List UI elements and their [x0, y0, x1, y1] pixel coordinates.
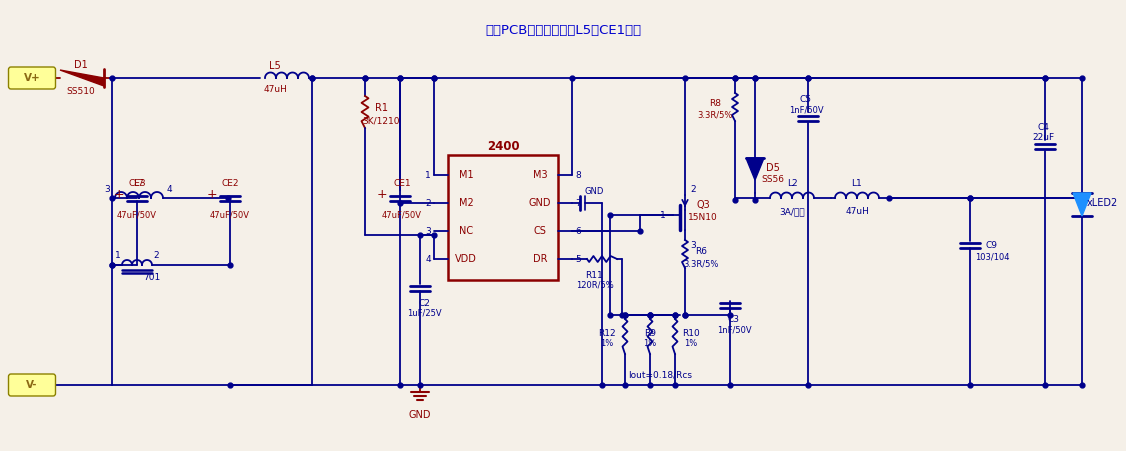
Text: L5: L5 [269, 61, 280, 71]
Text: 47uF/50V: 47uF/50V [382, 211, 422, 220]
Polygon shape [60, 70, 104, 86]
Text: Q3: Q3 [696, 200, 709, 210]
Text: SS510: SS510 [66, 87, 96, 96]
Text: 120R/5%: 120R/5% [575, 281, 614, 290]
Polygon shape [747, 158, 765, 180]
Text: CE2: CE2 [221, 179, 239, 189]
Text: R10: R10 [682, 328, 700, 337]
Text: 2: 2 [690, 184, 696, 193]
Text: 4: 4 [426, 254, 431, 263]
Text: CE1: CE1 [393, 179, 411, 189]
Text: 1nF/50V: 1nF/50V [788, 106, 823, 115]
Text: 3A/磁珠: 3A/磁珠 [779, 207, 805, 216]
Text: 1: 1 [115, 252, 120, 261]
Text: D5: D5 [766, 163, 780, 173]
Text: M3: M3 [533, 170, 547, 180]
Text: 1%: 1% [643, 339, 656, 348]
Text: 1uF/25V: 1uF/25V [406, 308, 441, 318]
Text: M2: M2 [458, 198, 473, 208]
Text: 2400: 2400 [486, 139, 519, 152]
Text: GND: GND [529, 198, 552, 208]
Text: 如果PCB走线布局好，L5和CE1可省: 如果PCB走线布局好，L5和CE1可省 [485, 23, 641, 37]
Text: 4: 4 [167, 184, 172, 193]
Text: 22uF: 22uF [1031, 133, 1054, 143]
Text: R6: R6 [695, 248, 707, 257]
Text: 8: 8 [575, 170, 581, 179]
Text: CS: CS [534, 226, 546, 236]
Text: L7: L7 [134, 179, 144, 189]
Text: 1: 1 [660, 211, 665, 220]
FancyBboxPatch shape [9, 67, 55, 89]
Text: 3: 3 [690, 241, 696, 250]
Text: V-: V- [26, 380, 38, 390]
Text: 2: 2 [426, 198, 431, 207]
Text: +: + [377, 189, 387, 202]
Text: SS56: SS56 [761, 175, 785, 184]
Text: V+: V+ [24, 73, 41, 83]
Text: xLED2: xLED2 [1087, 198, 1118, 208]
Text: 47uH: 47uH [263, 86, 287, 95]
Text: 47uF/50V: 47uF/50V [117, 211, 157, 220]
Text: 3.3R/5%: 3.3R/5% [683, 259, 718, 268]
Text: 6: 6 [575, 226, 581, 235]
Text: M1: M1 [458, 170, 473, 180]
Text: 3: 3 [104, 184, 110, 193]
Text: R12: R12 [598, 328, 616, 337]
Text: 1%: 1% [685, 339, 698, 348]
Text: 3: 3 [426, 226, 431, 235]
Text: 47uH: 47uH [844, 207, 869, 216]
Text: 1%: 1% [600, 339, 614, 348]
Text: C3: C3 [729, 316, 740, 325]
Text: C4: C4 [1037, 124, 1049, 133]
Text: 5: 5 [575, 254, 581, 263]
FancyBboxPatch shape [448, 155, 558, 280]
Text: 3.3R/5%: 3.3R/5% [697, 110, 733, 120]
Text: +: + [114, 189, 124, 202]
Text: 7: 7 [575, 198, 581, 207]
Text: D1: D1 [74, 60, 88, 70]
Text: GND: GND [409, 410, 431, 420]
Text: 1: 1 [426, 170, 431, 179]
Text: 701: 701 [143, 272, 161, 281]
Text: 2: 2 [153, 252, 159, 261]
Text: 15N10: 15N10 [688, 212, 718, 221]
Text: NC: NC [459, 226, 473, 236]
Text: Iout=0.18/Rcs: Iout=0.18/Rcs [628, 371, 692, 379]
Text: C9: C9 [986, 240, 998, 249]
Text: VDD: VDD [455, 254, 477, 264]
Text: 47uF/50V: 47uF/50V [211, 211, 250, 220]
Text: GND: GND [584, 188, 604, 197]
Text: 3K/1210: 3K/1210 [363, 116, 400, 125]
Text: DR: DR [533, 254, 547, 264]
Text: 103/104: 103/104 [975, 253, 1009, 262]
Text: C2: C2 [418, 299, 430, 308]
Text: 1nF/50V: 1nF/50V [716, 326, 751, 335]
Text: L2: L2 [787, 179, 797, 189]
Text: R1: R1 [375, 103, 387, 113]
Text: R8: R8 [709, 98, 721, 107]
Text: CE3: CE3 [128, 179, 145, 189]
FancyBboxPatch shape [9, 374, 55, 396]
Text: R11: R11 [586, 271, 604, 280]
Text: C5: C5 [799, 96, 812, 105]
Text: R9: R9 [644, 328, 656, 337]
Text: +: + [207, 189, 217, 202]
Polygon shape [1073, 193, 1091, 216]
Text: L1: L1 [851, 179, 863, 189]
